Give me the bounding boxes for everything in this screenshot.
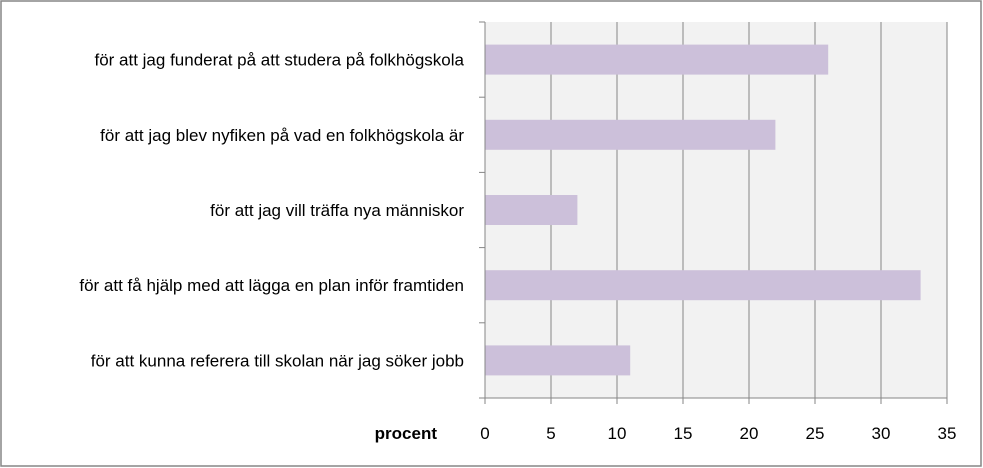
x-tick-label: 10 [608, 424, 627, 443]
x-tick-label: 15 [674, 424, 693, 443]
bar [485, 119, 776, 150]
x-tick-label: 25 [806, 424, 825, 443]
bars [485, 44, 921, 376]
bar [485, 270, 921, 301]
category-label: för att få hjälp med att lägga en plan i… [79, 276, 464, 295]
gridlines [550, 22, 948, 398]
x-axis-title: procent [375, 424, 438, 443]
category-labels: för att jag funderat på att studera på f… [79, 51, 464, 371]
axes [479, 21, 948, 404]
category-label: för att jag funderat på att studera på f… [94, 51, 464, 70]
category-label: för att kunna referera till skolan när j… [91, 351, 464, 370]
x-tick-label: 5 [546, 424, 555, 443]
x-tick-label: 20 [740, 424, 759, 443]
x-tick-label: 0 [480, 424, 489, 443]
bar [485, 345, 631, 376]
bar [485, 44, 829, 75]
x-tick-label: 30 [872, 424, 891, 443]
category-label: för att jag blev nyfiken på vad en folkh… [100, 126, 464, 145]
category-label: för att jag vill träffa nya människor [210, 201, 464, 220]
tick-labels: 0 5 10 15 20 25 30 35 [480, 424, 956, 443]
x-tick-label: 35 [938, 424, 957, 443]
bar [485, 195, 578, 225]
